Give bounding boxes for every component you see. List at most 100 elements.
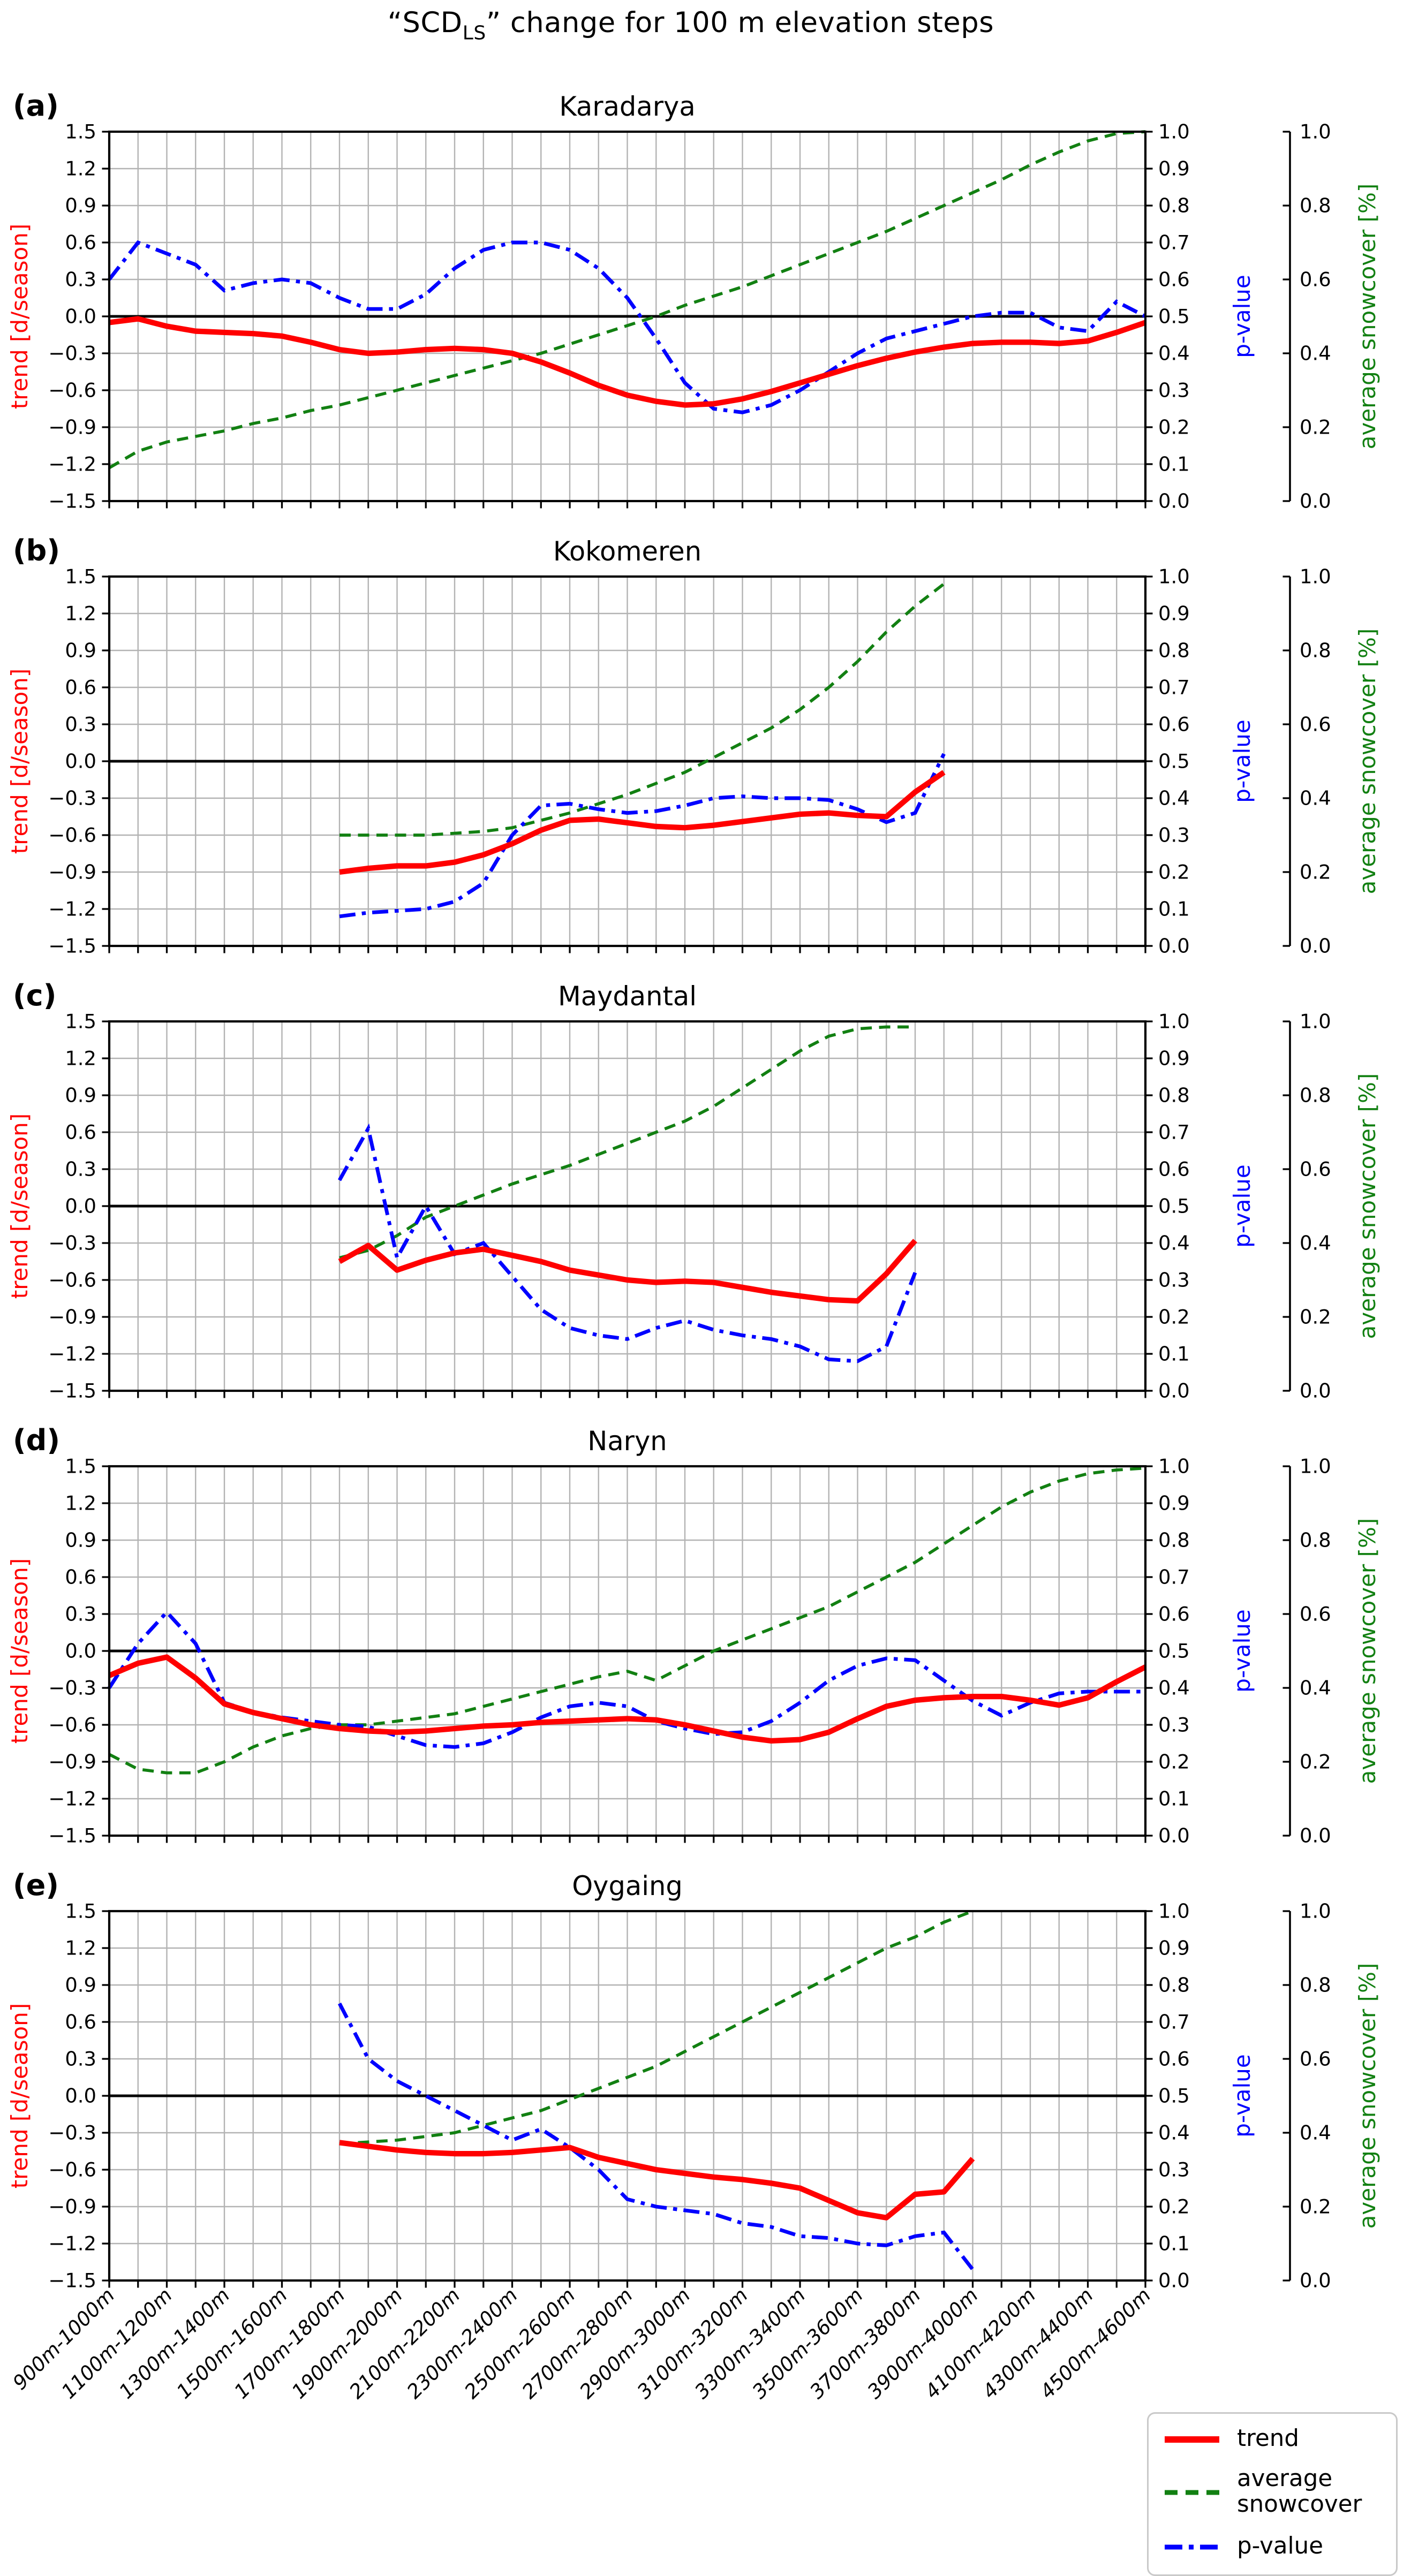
snowcover-tick-label: 0.4 xyxy=(1300,787,1331,810)
trend-tick-label: 0.9 xyxy=(65,1084,96,1107)
snowcover-tick-label: 0.2 xyxy=(1300,861,1331,884)
pvalue-tick-label: 0.7 xyxy=(1158,676,1190,699)
pvalue-tick-label: 0.6 xyxy=(1158,268,1190,291)
pvalue-axis-title: p-value xyxy=(1229,719,1255,802)
pvalue-axis-title: p-value xyxy=(1229,2054,1255,2137)
snowcover-tick-label: 1.0 xyxy=(1300,120,1331,143)
pvalue-tick-label: 1.0 xyxy=(1158,1900,1190,1923)
trend-tick-label: −0.9 xyxy=(48,1751,96,1774)
pvalue-line xyxy=(108,240,1146,414)
snowcover-tick-label: 0.2 xyxy=(1300,1306,1331,1329)
pvalue-tick-label: 0.4 xyxy=(1158,2122,1190,2145)
pvalue-tick-label: 0.2 xyxy=(1158,416,1190,439)
pvalue-tick-label: 0.4 xyxy=(1158,342,1190,365)
snowcover-tick-label: 0.6 xyxy=(1300,268,1331,291)
pvalue-tick-label: 0.0 xyxy=(1158,1824,1190,1847)
legend-item-pvalue: p-value xyxy=(1161,2534,1383,2560)
trend-tick-label: 0.6 xyxy=(65,1121,96,1144)
trend-axis-title: trend [d/season] xyxy=(6,669,33,854)
snowcover-tick-label: 0.6 xyxy=(1300,2048,1331,2071)
snowcover-line xyxy=(108,130,1146,469)
trend-tick-label: 1.5 xyxy=(65,120,96,143)
pvalue-tick-label: 0.3 xyxy=(1158,379,1190,402)
trend-tick-label: −1.5 xyxy=(48,2269,96,2292)
pvalue-tick-label: 0.3 xyxy=(1158,1714,1190,1737)
trend-tick-label: 0.0 xyxy=(65,1640,96,1663)
trend-tick-label: −0.3 xyxy=(48,342,96,365)
trend-tick-label: −1.2 xyxy=(48,898,96,921)
trend-axis-title: trend [d/season] xyxy=(6,2003,33,2189)
snowcover-tick-label: 0.0 xyxy=(1300,1824,1331,1847)
snowcover-tick-label: 0.0 xyxy=(1300,1380,1331,1403)
trend-tick-label: −1.5 xyxy=(48,1824,96,1847)
snowcover-tick-label: 1.0 xyxy=(1300,1455,1331,1478)
pvalue-tick-label: 0.2 xyxy=(1158,2195,1190,2218)
trend-tick-label: 0.6 xyxy=(65,676,96,699)
snowcover-tick-label: 0.4 xyxy=(1300,1232,1331,1255)
trend-tick-label: 0.0 xyxy=(65,305,96,328)
snowcover-line-icon xyxy=(1165,2490,1219,2496)
pvalue-line xyxy=(337,1123,917,1363)
trend-axis-title: trend [d/season] xyxy=(6,224,33,410)
trend-tick-label: 1.5 xyxy=(65,1900,96,1923)
trend-tick-label: −0.3 xyxy=(48,787,96,810)
snowcover-axis-title: average snowcover [%] xyxy=(1354,628,1380,895)
trend-line xyxy=(339,770,946,875)
pvalue-tick-label: 0.1 xyxy=(1158,453,1190,476)
trend-tick-label: 0.9 xyxy=(65,194,96,217)
pvalue-tick-label: 0.9 xyxy=(1158,1492,1190,1515)
snowcover-tick-label: 0.6 xyxy=(1300,1158,1331,1181)
trend-tick-label: 0.0 xyxy=(65,1195,96,1218)
trend-axis-title: trend [d/season] xyxy=(6,1113,33,1299)
pvalue-tick-label: 0.6 xyxy=(1158,713,1190,736)
trend-line xyxy=(109,316,1146,408)
trend-tick-label: −1.5 xyxy=(48,935,96,958)
snowcover-line xyxy=(108,1466,1146,1775)
snowcover-tick-label: 1.0 xyxy=(1300,1010,1331,1033)
trend-tick-label: −0.9 xyxy=(48,416,96,439)
figure-title-suffix: ” change for 100 m elevation steps xyxy=(486,8,994,40)
panel-label: (a) xyxy=(13,89,59,123)
trend-tick-label: −0.6 xyxy=(48,379,96,402)
pvalue-tick-label: 0.5 xyxy=(1158,2085,1190,2108)
trend-tick-label: 0.3 xyxy=(65,713,96,736)
snowcover-tick-label: 0.8 xyxy=(1300,194,1331,217)
snowcover-axis-title: average snowcover [%] xyxy=(1354,184,1380,450)
pvalue-tick-label: 0.1 xyxy=(1158,898,1190,921)
pvalue-tick-label: 0.1 xyxy=(1158,1787,1190,1810)
panel-label: (b) xyxy=(13,534,60,567)
trend-tick-label: 0.9 xyxy=(65,639,96,662)
legend-item-snowcover: average snowcover xyxy=(1161,2467,1383,2519)
snowcover-tick-label: 0.2 xyxy=(1300,2195,1331,2218)
pvalue-tick-label: 0.0 xyxy=(1158,490,1190,513)
snowcover-axis-title: average snowcover [%] xyxy=(1354,1963,1380,2229)
snowcover-tick-label: 0.6 xyxy=(1300,1603,1331,1626)
pvalue-axis-title: p-value xyxy=(1229,1609,1255,1692)
figure-title-text: “SCD xyxy=(387,8,463,40)
panel-label: (c) xyxy=(13,979,56,1012)
panel-title: Oygaing xyxy=(572,1870,683,1901)
trend-line xyxy=(108,1654,1147,1744)
trend-tick-label: −1.5 xyxy=(48,490,96,513)
pvalue-tick-label: 0.9 xyxy=(1158,157,1190,180)
snowcover-tick-label: 0.2 xyxy=(1300,416,1331,439)
pvalue-tick-label: 0.8 xyxy=(1158,1974,1190,1997)
pvalue-tick-label: 0.6 xyxy=(1158,1158,1190,1181)
snowcover-tick-label: 0.6 xyxy=(1300,713,1331,736)
trend-tick-label: −1.2 xyxy=(48,453,96,476)
legend-label-snowcover: average snowcover xyxy=(1237,2467,1362,2519)
trend-tick-label: −0.3 xyxy=(48,2122,96,2145)
panel-label: (e) xyxy=(13,1868,59,1902)
snowcover-tick-label: 0.0 xyxy=(1300,2269,1331,2292)
pvalue-tick-label: 0.0 xyxy=(1158,935,1190,958)
pvalue-tick-label: 0.6 xyxy=(1158,2048,1190,2071)
figure-title-subscript: LS xyxy=(462,21,486,44)
pvalue-line xyxy=(337,2002,975,2271)
pvalue-tick-label: 0.8 xyxy=(1158,1084,1190,1107)
trend-tick-label: 0.0 xyxy=(65,2085,96,2108)
pvalue-tick-label: 0.8 xyxy=(1158,194,1190,217)
pvalue-tick-label: 0.1 xyxy=(1158,1343,1190,1366)
snowcover-tick-label: 0.8 xyxy=(1300,639,1331,662)
snowcover-tick-label: 0.4 xyxy=(1300,1677,1331,1700)
trend-tick-label: 1.2 xyxy=(65,1047,96,1070)
